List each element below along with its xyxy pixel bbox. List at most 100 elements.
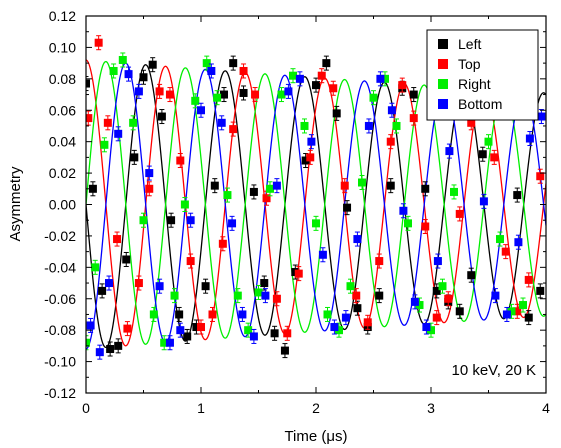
marker bbox=[229, 125, 238, 134]
marker bbox=[167, 216, 176, 225]
y-tick-label: 0.10 bbox=[49, 39, 76, 55]
marker bbox=[114, 129, 123, 138]
data-point-top bbox=[306, 149, 315, 165]
data-point-top bbox=[251, 87, 260, 103]
marker bbox=[262, 194, 271, 203]
marker bbox=[176, 156, 185, 165]
marker bbox=[197, 323, 205, 332]
y-tick-label: -0.04 bbox=[44, 259, 76, 275]
marker bbox=[139, 216, 148, 225]
data-point-bottom bbox=[228, 215, 237, 231]
marker bbox=[149, 310, 158, 319]
data-point-top bbox=[197, 319, 205, 335]
data-point-bottom bbox=[124, 66, 133, 82]
y-tick-label: -0.12 bbox=[44, 385, 76, 401]
marker bbox=[329, 84, 338, 93]
marker bbox=[409, 114, 418, 123]
data-point-top bbox=[229, 121, 238, 137]
data-point-top bbox=[409, 110, 418, 126]
data-point-top bbox=[536, 168, 545, 184]
marker bbox=[375, 257, 384, 266]
data-point-bottom bbox=[217, 115, 226, 131]
marker bbox=[218, 239, 227, 248]
y-tick-label: 0.04 bbox=[49, 134, 76, 150]
marker bbox=[421, 184, 430, 193]
marker bbox=[330, 323, 339, 332]
marker bbox=[507, 307, 516, 316]
marker bbox=[284, 87, 293, 96]
marker bbox=[175, 310, 184, 319]
fit-curve-top bbox=[86, 59, 546, 347]
marker bbox=[176, 326, 185, 335]
marker bbox=[352, 291, 361, 300]
y-tick-label: 0.08 bbox=[49, 71, 76, 87]
marker bbox=[254, 288, 263, 297]
data-point-bottom bbox=[502, 306, 511, 322]
data-point-top bbox=[340, 178, 349, 194]
data-point-bottom bbox=[330, 319, 339, 335]
data-point-right bbox=[233, 288, 242, 304]
x-tick-label: 1 bbox=[197, 400, 205, 416]
data-point-left bbox=[280, 343, 289, 359]
data-point-top bbox=[455, 206, 464, 222]
marker bbox=[387, 106, 396, 115]
marker bbox=[502, 310, 511, 319]
data-point-top bbox=[103, 115, 112, 131]
data-point-right bbox=[109, 63, 118, 79]
data-point-left bbox=[148, 57, 157, 73]
y-axis-label: Asymmetry bbox=[7, 166, 24, 242]
y-tick-label: -0.02 bbox=[44, 228, 76, 244]
marker bbox=[170, 291, 179, 300]
data-point-bottom bbox=[422, 319, 431, 335]
data-point-right bbox=[358, 175, 366, 191]
data-point-bottom bbox=[186, 212, 195, 228]
data-point-top bbox=[123, 321, 132, 337]
marker bbox=[514, 238, 523, 247]
marker bbox=[139, 73, 148, 82]
data-point-top bbox=[155, 83, 164, 99]
data-point-bottom bbox=[197, 102, 205, 118]
data-point-left bbox=[467, 267, 476, 283]
annotation-text: 10 keV, 20 K bbox=[451, 362, 536, 379]
data-point-left bbox=[513, 187, 522, 203]
marker bbox=[86, 321, 95, 330]
data-point-top bbox=[490, 149, 499, 165]
data-point-bottom bbox=[410, 294, 419, 310]
data-point-bottom bbox=[445, 143, 454, 159]
data-point-top bbox=[513, 303, 522, 319]
marker bbox=[201, 282, 210, 291]
data-point-top bbox=[134, 275, 143, 291]
data-point-right bbox=[381, 71, 389, 87]
marker bbox=[307, 137, 316, 146]
marker bbox=[109, 66, 118, 75]
data-point-top bbox=[113, 231, 122, 247]
marker bbox=[312, 219, 320, 228]
marker bbox=[134, 279, 143, 288]
data-point-right bbox=[91, 259, 100, 275]
marker bbox=[467, 118, 476, 127]
marker bbox=[239, 88, 248, 97]
y-tick-label: 0.02 bbox=[49, 165, 76, 181]
marker bbox=[332, 109, 341, 118]
data-point-bottom bbox=[176, 322, 185, 338]
data-point-left bbox=[409, 87, 418, 103]
x-axis: 0 1 2 3 4 bbox=[82, 16, 550, 416]
data-point-right bbox=[438, 278, 447, 294]
marker bbox=[398, 81, 407, 90]
data-point-left bbox=[239, 85, 248, 101]
data-point-top bbox=[317, 68, 326, 84]
marker bbox=[210, 181, 219, 190]
data-point-right bbox=[266, 181, 274, 197]
data-point-bottom bbox=[155, 278, 164, 294]
data-point-right bbox=[223, 187, 232, 203]
marker bbox=[537, 112, 546, 121]
marker bbox=[272, 294, 281, 303]
data-point-right bbox=[86, 335, 90, 351]
data-point-left bbox=[220, 87, 228, 103]
marker bbox=[148, 60, 157, 69]
marker bbox=[249, 187, 258, 196]
marker bbox=[513, 307, 522, 316]
data-point-right bbox=[277, 87, 286, 103]
data-point-left bbox=[139, 69, 148, 85]
data-point-left bbox=[312, 77, 320, 93]
